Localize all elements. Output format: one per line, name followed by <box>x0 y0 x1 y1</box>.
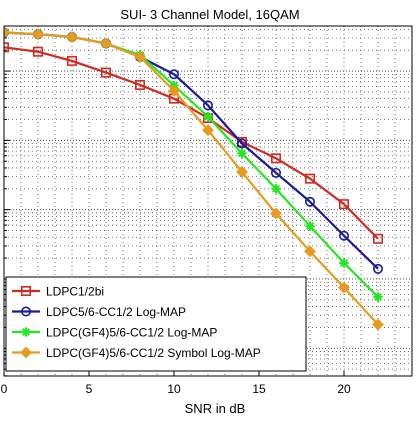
series-4 <box>4 26 384 331</box>
data-point <box>338 281 350 294</box>
data-point <box>271 184 281 194</box>
data-point <box>134 50 146 63</box>
data-point <box>237 148 247 159</box>
x-tick-label: 0 <box>1 382 8 396</box>
legend-label: LDPC1/2bi <box>46 285 104 299</box>
data-point <box>32 46 43 57</box>
data-point <box>338 230 349 241</box>
data-point <box>304 196 315 207</box>
data-point <box>100 37 112 50</box>
data-point <box>203 100 214 111</box>
chart-title: SUI- 3 Channel Model, 16QAM <box>120 7 299 22</box>
series-line <box>4 46 379 240</box>
data-point <box>4 26 10 39</box>
legend-marker <box>20 285 31 296</box>
legend-label: LDPC5/6-CC1/2 Log-MAP <box>46 305 186 319</box>
x-tick-label: 5 <box>86 382 93 396</box>
series-group <box>4 26 384 331</box>
legend: LDPC1/2bi LDPC5/6-CC1/2 Log-MAP LDPC(GF4)5… <box>5 276 307 372</box>
data-point <box>237 138 248 149</box>
data-point <box>135 79 146 90</box>
data-point <box>372 263 383 274</box>
data-point <box>4 42 9 53</box>
data-point <box>304 245 316 258</box>
legend-label: LDPC(GF4)5/6-CC1/2 Symbol Log-MAP <box>46 346 261 360</box>
axes: 0 5 10 15 20 <box>1 371 351 396</box>
x-tick-label: 15 <box>252 382 266 396</box>
data-point <box>270 153 281 164</box>
data-point <box>236 166 248 178</box>
data-point <box>169 69 180 80</box>
series-layer <box>4 26 384 331</box>
data-point <box>338 199 349 210</box>
data-point <box>305 221 315 231</box>
data-point <box>270 167 281 178</box>
legend-marker <box>20 346 32 359</box>
data-point <box>101 67 112 78</box>
series-line <box>4 31 379 326</box>
data-point <box>67 55 78 66</box>
data-point <box>373 292 383 302</box>
legend-box <box>5 276 307 372</box>
legend-label: LDPC(GF4)5/6-CC1/2 Log-MAP <box>46 326 217 340</box>
data-point <box>372 233 383 244</box>
legend-marker <box>21 327 31 337</box>
data-point <box>339 258 349 268</box>
x-tick-label: 10 <box>167 382 181 396</box>
data-point <box>202 124 214 137</box>
plot-area-frame <box>3 25 413 377</box>
data-point <box>32 28 44 41</box>
data-point <box>270 207 282 220</box>
legend-marker <box>20 306 31 317</box>
data-point <box>66 31 78 43</box>
data-point <box>372 318 384 331</box>
data-point <box>168 84 180 97</box>
data-point <box>304 173 315 184</box>
x-axis-label: SNR in dB <box>185 401 246 416</box>
x-tick-label: 20 <box>337 382 351 396</box>
data-point <box>203 111 213 122</box>
